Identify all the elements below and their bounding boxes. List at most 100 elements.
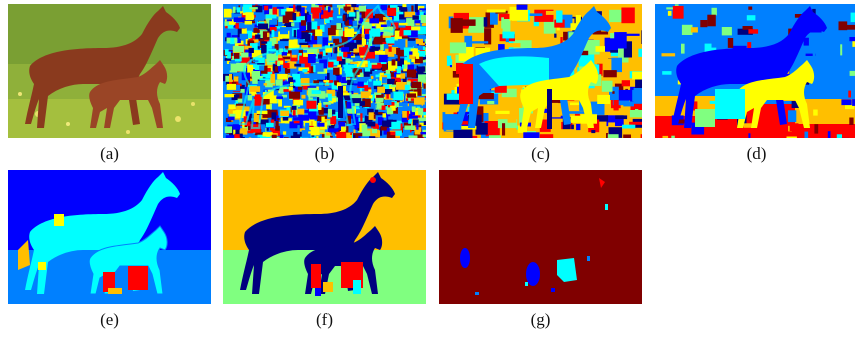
- segment-patch: [245, 113, 255, 123]
- segment-patch: [233, 17, 245, 23]
- segment-patch: [394, 44, 401, 48]
- segment-patch: [478, 93, 494, 100]
- segment-patch: [248, 47, 254, 53]
- segment-patch: [402, 76, 407, 85]
- segment-patch: [342, 77, 348, 87]
- segment-patch: [607, 134, 619, 138]
- segment-patch: [333, 133, 336, 138]
- segment-patch: [336, 56, 342, 62]
- segment-patch: [313, 134, 316, 138]
- segmentation-coarse-image: [439, 4, 642, 138]
- segment-patch: [302, 115, 310, 121]
- segment-patch: [294, 63, 302, 67]
- segment-patch: [411, 106, 416, 113]
- segment-patch: [327, 72, 330, 81]
- segment-patch: [296, 5, 302, 12]
- segment-patch: [509, 6, 528, 21]
- segment-patch: [299, 101, 308, 110]
- segment-patch: [252, 21, 255, 24]
- segment-patch: [591, 130, 596, 134]
- segment-patch: [284, 137, 289, 138]
- segment-patch: [382, 113, 386, 118]
- segment-patch: [237, 137, 241, 138]
- segment-patch: [393, 11, 400, 21]
- segment-patch: [632, 135, 638, 138]
- segment-patch: [484, 121, 500, 132]
- segment-patch: [383, 129, 390, 135]
- segment-patch: [517, 125, 527, 133]
- segment-patch: [265, 79, 275, 88]
- segmentation-regions-image: [8, 170, 211, 304]
- segment-patch: [841, 99, 852, 106]
- segment-patch: [497, 119, 518, 129]
- segment-patch: [353, 133, 364, 138]
- segment-patch: [313, 64, 316, 73]
- segment-patch: [346, 59, 353, 62]
- segment-patch: [256, 110, 268, 115]
- segment-patch: [611, 57, 622, 73]
- segment-patch: [319, 130, 325, 133]
- segment-patch: [554, 19, 565, 28]
- segment-patch: [288, 77, 294, 87]
- segment-patch: [621, 80, 630, 87]
- segment-patch: [350, 95, 362, 104]
- segment-patch: [676, 119, 690, 124]
- segment-patch: [277, 73, 288, 80]
- segment-patch: [343, 49, 348, 58]
- segment-patch: [326, 89, 336, 97]
- segment-patch: [383, 84, 393, 91]
- segment-patch: [411, 56, 416, 63]
- caption-g: (g): [530, 310, 551, 329]
- segment-patch: [239, 33, 248, 39]
- segment-patch: [347, 79, 354, 86]
- segment-patch: [403, 30, 412, 36]
- segment-patch: [390, 84, 397, 88]
- segment-patch: [662, 135, 669, 138]
- segment-patch: [446, 93, 464, 100]
- segment-patch: [243, 116, 248, 122]
- segment-patch: [325, 18, 330, 24]
- segment-patch: [244, 20, 252, 25]
- segment-patch: [229, 113, 240, 119]
- segment-patch: [367, 108, 374, 115]
- segment-patch: [243, 4, 252, 13]
- segment-patch: [299, 22, 307, 32]
- segment-patch: [365, 121, 376, 127]
- segment-patch: [325, 76, 328, 81]
- segment-patch: [319, 10, 324, 20]
- segment-patch: [276, 52, 282, 55]
- segment-patch: [418, 50, 426, 57]
- segment-patch: [271, 128, 280, 136]
- segment-patch: [284, 22, 293, 27]
- segment-patch: [316, 97, 320, 105]
- segment-patch: [235, 84, 245, 92]
- segment-patch: [232, 124, 241, 130]
- segment-patch: [396, 66, 401, 74]
- segment-patch: [247, 130, 254, 134]
- segment-patch: [834, 7, 841, 18]
- segment-patch: [326, 132, 331, 136]
- segment-patch: [305, 7, 312, 10]
- segment-patch: [464, 35, 473, 51]
- segment-patch: [357, 17, 364, 24]
- segment-patch: [238, 22, 247, 29]
- segment-patch: [361, 124, 368, 133]
- segment-patch: [288, 39, 298, 49]
- segment-patch: [261, 41, 268, 44]
- segment-patch: [413, 88, 424, 96]
- segment-patch: [709, 100, 716, 104]
- segment-patch: [334, 46, 338, 54]
- segment-patch: [299, 32, 309, 40]
- segment-patch: [233, 119, 240, 123]
- segment-patch: [616, 89, 635, 101]
- segment-patch: [297, 108, 305, 115]
- segment-patch: [376, 22, 385, 32]
- segment-patch: [388, 55, 398, 64]
- segment-patch: [348, 19, 353, 25]
- segment-patch: [230, 37, 235, 45]
- segment-patch: [287, 61, 297, 69]
- segment-patch: [328, 57, 339, 66]
- segment-patch: [391, 25, 394, 27]
- segment-patch: [403, 127, 410, 135]
- segment-patch: [640, 134, 642, 138]
